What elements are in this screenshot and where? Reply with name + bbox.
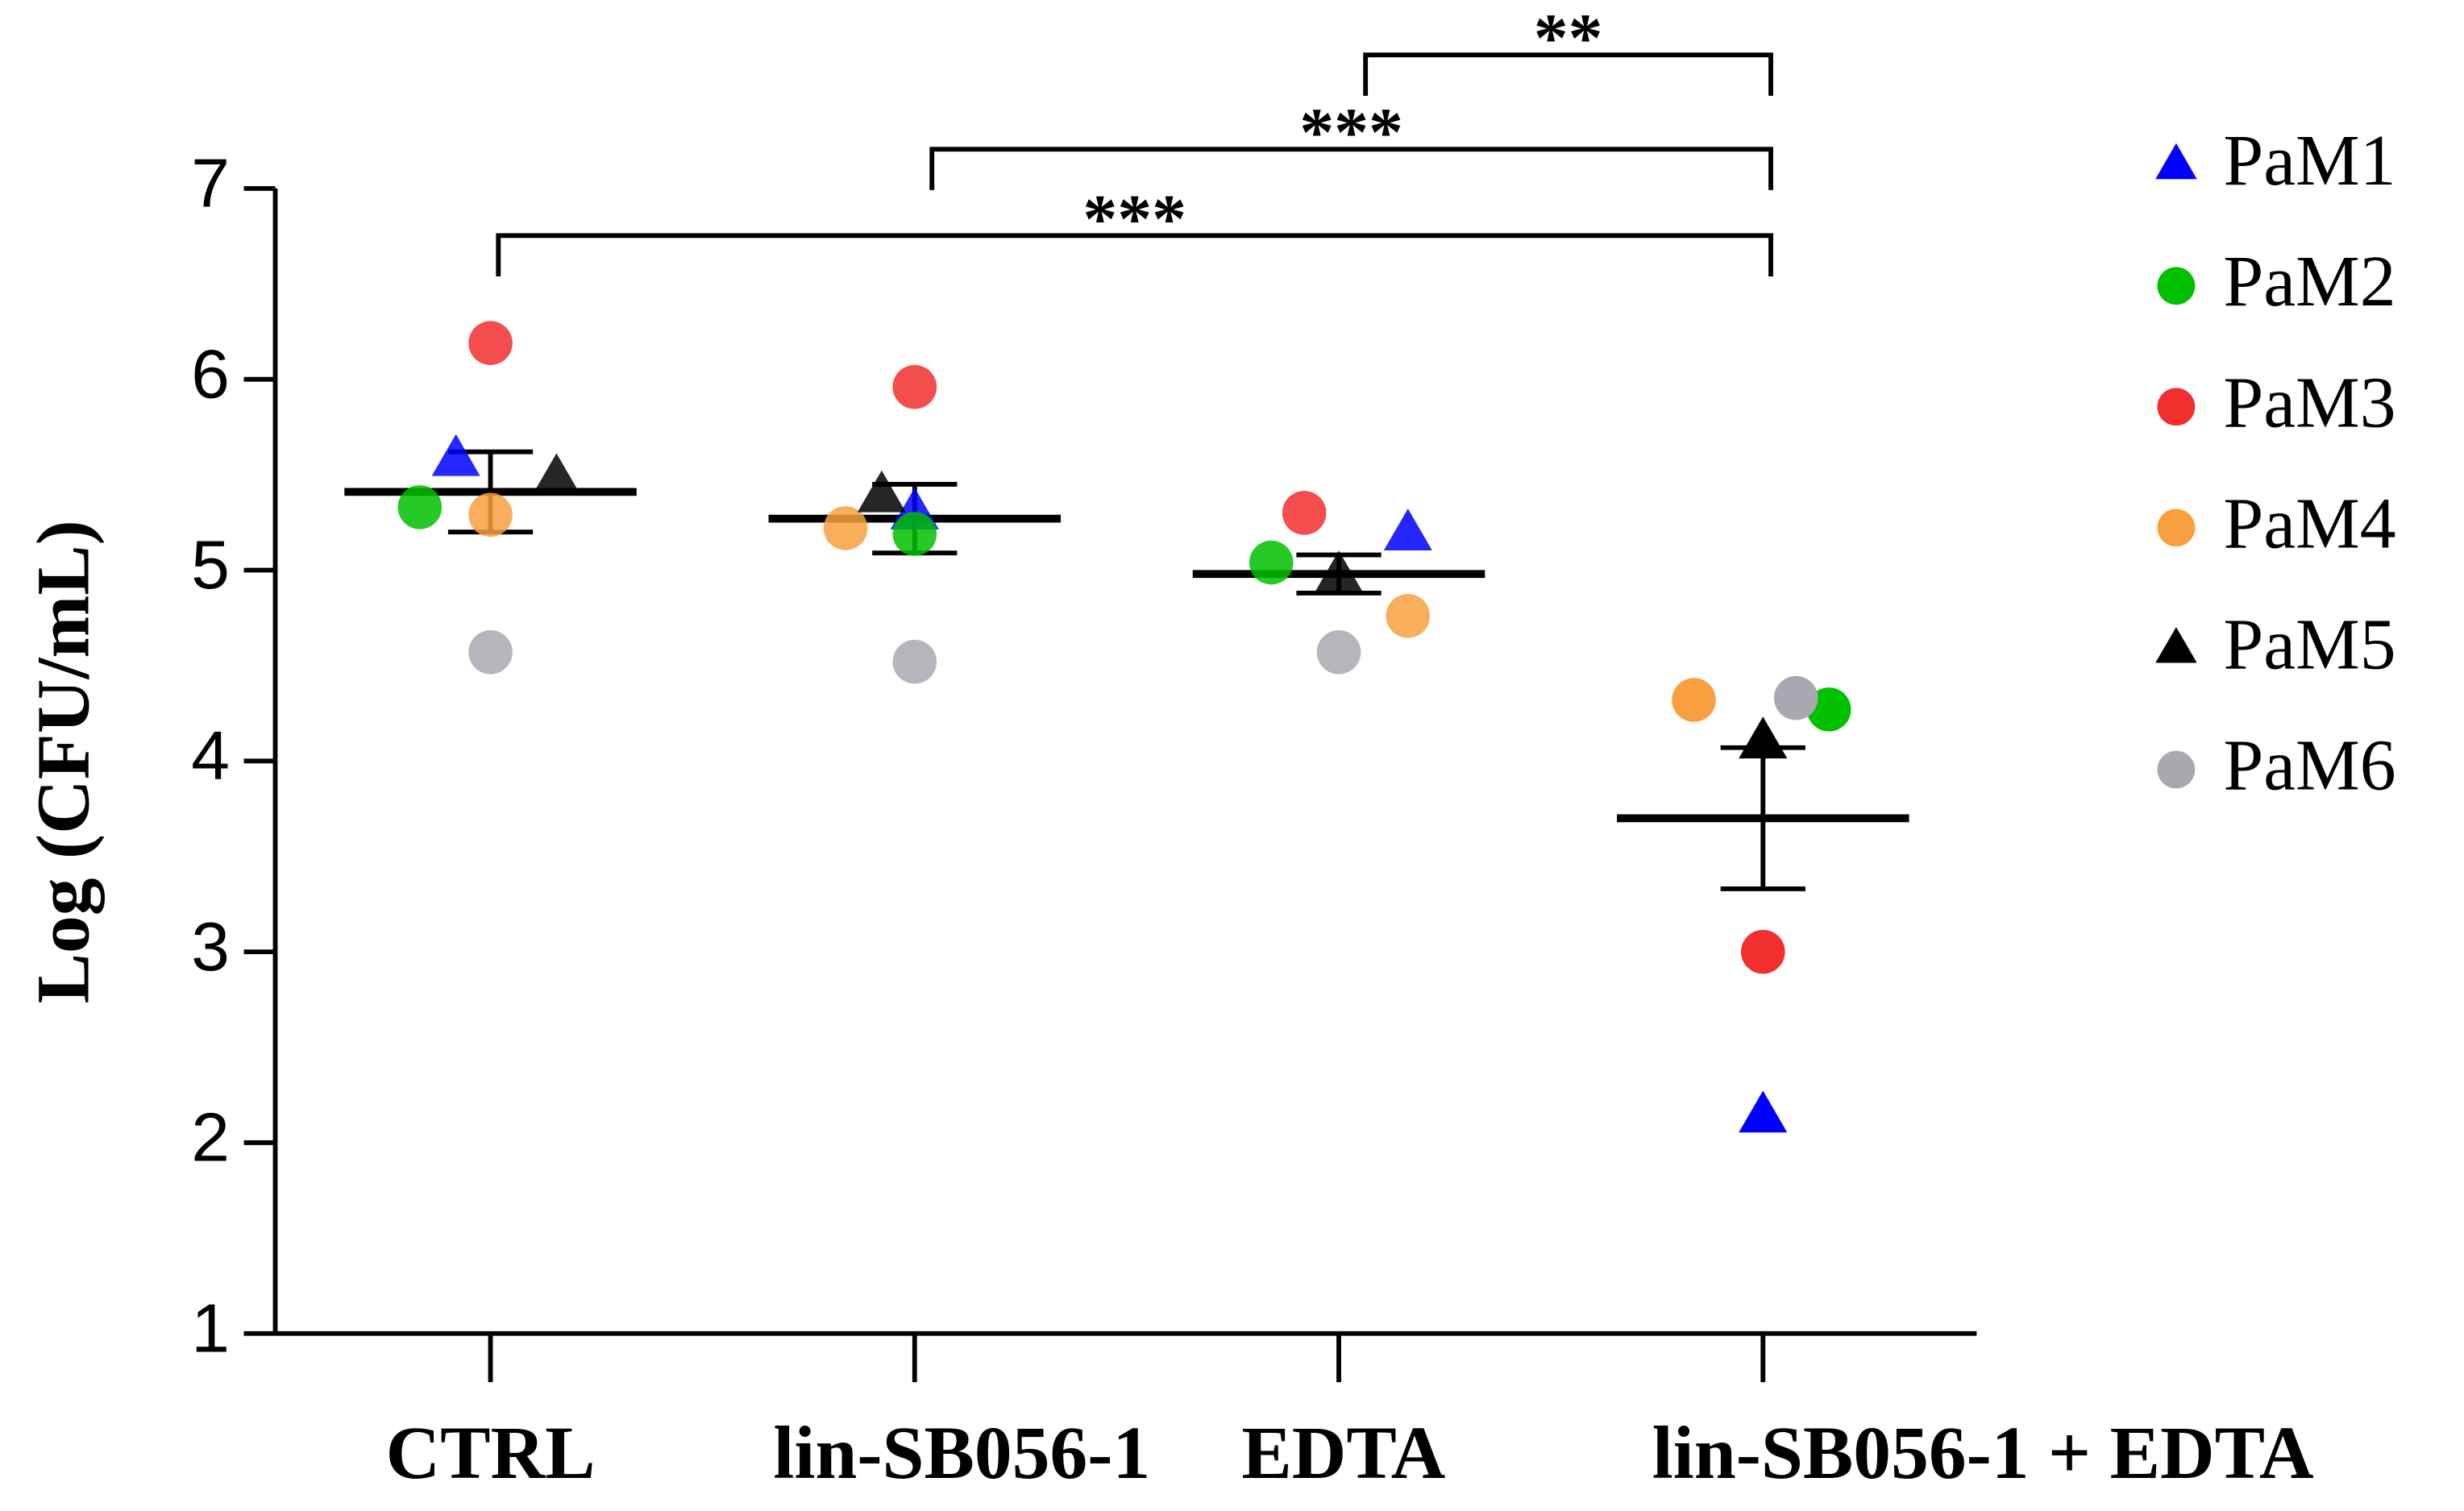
legend-label: PaM1 (2223, 121, 2395, 201)
data-point (2155, 627, 2197, 663)
y-tick-label: 1 (191, 1289, 230, 1367)
data-point (468, 321, 513, 365)
data-point (468, 492, 513, 538)
x-tick-label: lin-SB056-1 + EDTA (1652, 1412, 2314, 1495)
legend-label: PaM4 (2223, 484, 2395, 563)
significance-bracket (929, 147, 1773, 190)
data-point (1806, 687, 1851, 732)
legend-label: PaM2 (2223, 242, 2395, 322)
significance-bracket (496, 233, 1773, 277)
data-point (892, 512, 937, 556)
y-tick-label: 5 (191, 526, 230, 604)
data-point (2157, 750, 2196, 789)
data-point (892, 364, 937, 409)
data-point (431, 434, 480, 476)
y-axis-label: Log (CFU/mL) (23, 520, 106, 1003)
x-tick-label: CTRL (386, 1412, 596, 1495)
data-point (1315, 550, 1364, 593)
data-point (1739, 1090, 1788, 1133)
data-point (1249, 540, 1294, 585)
data-point (823, 506, 868, 550)
data-point (2157, 267, 2196, 305)
significance-label: ** (1534, 0, 1603, 77)
data-point (857, 470, 906, 513)
significance-label: *** (1082, 181, 1186, 257)
data-point (1773, 675, 1818, 720)
data-point (468, 630, 513, 675)
data-point (1282, 491, 1327, 535)
x-tick-label: lin-SB056-1 (773, 1412, 1150, 1495)
legend-label: PaM6 (2223, 726, 2395, 806)
data-point (1383, 509, 1432, 550)
data-point (2157, 388, 2196, 426)
data-point (1739, 716, 1788, 759)
data-point (1316, 630, 1361, 675)
significance-label: *** (1299, 94, 1403, 171)
y-tick-label: 7 (191, 145, 230, 222)
data-point (397, 485, 443, 529)
data-point (1672, 678, 1716, 722)
y-tick-label: 4 (191, 717, 230, 795)
data-point (1740, 929, 1785, 974)
data-point (2155, 143, 2197, 180)
data-point (2157, 509, 2196, 547)
data-point (892, 639, 937, 684)
legend-label: PaM3 (2223, 363, 2395, 442)
significance-bracket (1363, 52, 1773, 96)
data-point (1386, 594, 1431, 638)
y-tick-label: 3 (191, 908, 230, 986)
y-tick-label: 2 (191, 1099, 230, 1177)
x-tick-label: EDTA (1241, 1412, 1445, 1495)
y-tick-label: 6 (191, 335, 230, 413)
data-point (532, 453, 581, 496)
legend-label: PaM5 (2223, 604, 2395, 684)
